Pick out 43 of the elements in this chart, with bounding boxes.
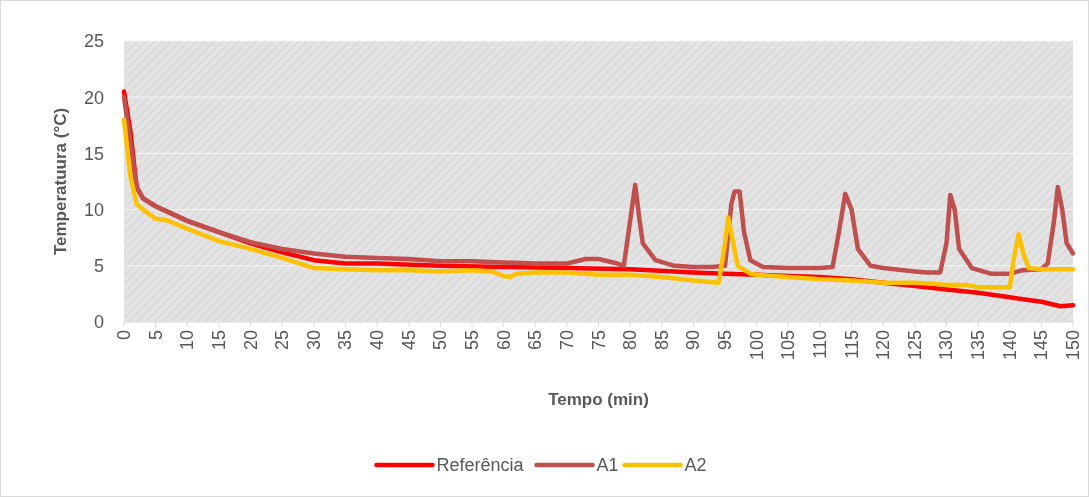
x-tick-label: 80 (620, 330, 641, 351)
x-tick-label: 70 (556, 330, 577, 351)
x-tick-label: 0 (114, 330, 134, 341)
legend-label: A2 (684, 455, 707, 476)
x-tick-label: 125 (904, 330, 925, 361)
x-tick-label: 5 (145, 330, 166, 341)
x-tick-label: 20 (240, 330, 261, 351)
x-tick-label: 55 (461, 330, 482, 351)
x-tick-label: 60 (493, 330, 514, 351)
legend-label: A1 (596, 455, 619, 476)
x-tick-label: 50 (430, 330, 451, 351)
x-tick-label: 85 (651, 330, 672, 351)
y-tick-label: 25 (83, 31, 104, 52)
x-tick-label: 35 (335, 330, 356, 351)
x-tick-label: 90 (683, 330, 704, 351)
x-tick-label: 140 (999, 330, 1020, 361)
y-tick-label: 10 (83, 199, 104, 220)
x-axis-title: Tempo (min) (548, 390, 649, 409)
legend-label: Referência (436, 455, 525, 476)
x-tick-label: 40 (367, 330, 388, 351)
line-series (121, 117, 1076, 290)
x-tick-label: 15 (208, 330, 229, 351)
y-tick-label: 15 (83, 143, 104, 164)
x-tick-label: 65 (525, 330, 546, 351)
x-tick-label: 30 (303, 330, 324, 351)
x-tick-label: 105 (778, 330, 799, 361)
x-tick-label: 135 (968, 330, 989, 361)
x-tick-label: 130 (936, 330, 957, 361)
x-tick-label: 75 (588, 330, 609, 351)
x-tick-label: 145 (1031, 330, 1052, 361)
x-tick-label: 115 (841, 330, 862, 359)
x-tick-label: 150 (1063, 330, 1083, 361)
x-tick-label: 110 (809, 330, 830, 359)
y-tick-label: 20 (83, 87, 104, 108)
y-axis-title: Temperatuura (°C) (51, 107, 70, 256)
x-tick-label: 100 (746, 330, 767, 361)
x-tick-label: 95 (715, 330, 736, 351)
line-series (121, 94, 1076, 276)
x-tick-label: 120 (873, 330, 894, 361)
x-tick-label: 25 (272, 330, 293, 351)
y-tick-label: 5 (93, 256, 104, 277)
x-tick-label: 45 (398, 330, 419, 351)
x-tick-label: 10 (177, 330, 198, 351)
